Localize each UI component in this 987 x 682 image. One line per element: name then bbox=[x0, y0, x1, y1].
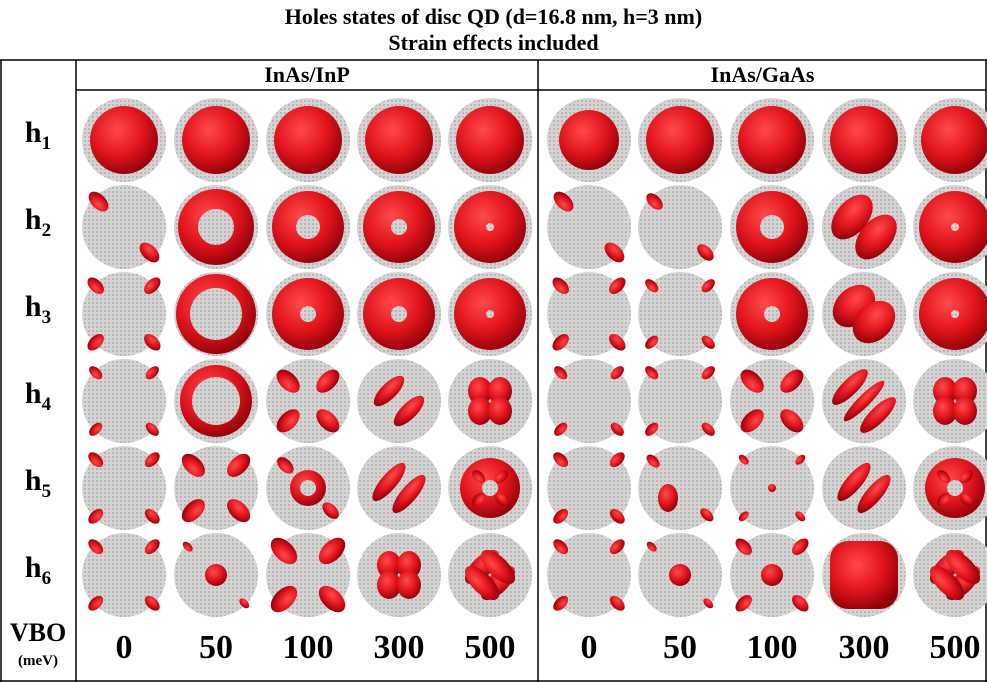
vbo-unit-label: (meV) bbox=[18, 653, 58, 669]
density-plot-cell bbox=[822, 359, 906, 443]
density-plot-cell bbox=[357, 185, 441, 269]
vbo-value: 300 bbox=[838, 629, 890, 666]
vbo-value: 0 bbox=[580, 629, 598, 666]
row-label-h1: h1 bbox=[24, 116, 52, 154]
vbo-value: 50 bbox=[663, 629, 697, 666]
density-plot-cell bbox=[357, 446, 441, 530]
density-plot-cell bbox=[547, 359, 631, 443]
density-plot-cell bbox=[638, 185, 722, 269]
density-plot-cell bbox=[266, 185, 350, 269]
density-plot-cell bbox=[730, 185, 814, 269]
density-plot-cell bbox=[730, 533, 814, 617]
density-plot-cell bbox=[913, 185, 987, 269]
density-plot-cell bbox=[266, 533, 350, 617]
density-plot-cell bbox=[638, 533, 722, 617]
figure-subtitle: Strain effects included bbox=[388, 30, 599, 55]
vbo-value: 100 bbox=[282, 629, 334, 666]
density-plot-cell bbox=[822, 98, 906, 182]
density-plot-cell bbox=[448, 185, 532, 269]
density-plot-cell bbox=[357, 533, 441, 617]
density-plot-cell bbox=[448, 446, 532, 530]
density-plot-cell bbox=[174, 359, 258, 443]
density-plot-cell bbox=[448, 359, 532, 443]
density-plot-cell bbox=[547, 533, 631, 617]
row-label-h6: h6 bbox=[24, 551, 52, 589]
density-plot-cell bbox=[547, 185, 631, 269]
group-header-inas-gaas: InAs/GaAs bbox=[710, 62, 815, 87]
row-label-h3: h3 bbox=[24, 290, 52, 328]
density-plot-cell bbox=[547, 98, 631, 182]
density-plot-cell bbox=[266, 272, 350, 356]
density-plot-cell bbox=[822, 272, 906, 356]
density-plot-cell bbox=[913, 533, 987, 617]
density-plot-cell bbox=[174, 272, 258, 356]
density-plot-cell bbox=[266, 98, 350, 182]
density-cells bbox=[82, 98, 987, 617]
figure-title: Holes states of disc QD (d=16.8 nm, h=3 … bbox=[284, 4, 703, 29]
density-plot-cell bbox=[82, 272, 166, 356]
density-plot-cell bbox=[822, 446, 906, 530]
row-label-h4: h4 bbox=[24, 377, 52, 415]
density-plot-cell bbox=[357, 272, 441, 356]
density-plot-cell bbox=[547, 446, 631, 530]
density-plot-cell bbox=[266, 359, 350, 443]
density-plot-cell bbox=[913, 98, 987, 182]
vbo-value: 300 bbox=[373, 629, 425, 666]
density-plot-cell bbox=[547, 272, 631, 356]
density-plot-cell bbox=[357, 359, 441, 443]
density-plot-cell bbox=[913, 359, 987, 443]
density-plot-cell bbox=[730, 446, 814, 530]
vbo-value: 0 bbox=[115, 629, 133, 666]
density-plot-cell bbox=[82, 98, 166, 182]
density-plot-cell bbox=[174, 446, 258, 530]
density-plot-cell bbox=[730, 359, 814, 443]
density-plot-cell bbox=[82, 185, 166, 269]
row-label-h2: h2 bbox=[24, 203, 52, 241]
density-plot-cell bbox=[822, 185, 906, 269]
density-plot-cell bbox=[174, 533, 258, 617]
density-plot-cell bbox=[638, 272, 722, 356]
density-plot-cell bbox=[913, 272, 987, 356]
density-plot-cell bbox=[638, 98, 722, 182]
density-plot-cell bbox=[82, 533, 166, 617]
vbo-value: 500 bbox=[464, 629, 516, 666]
density-plot-cell bbox=[822, 533, 906, 617]
density-plot-cell bbox=[638, 446, 722, 530]
vbo-value: 50 bbox=[199, 629, 233, 666]
density-plot-cell bbox=[82, 446, 166, 530]
density-plot-cell bbox=[174, 185, 258, 269]
density-plot-cell bbox=[82, 359, 166, 443]
group-header-inas-inp: InAs/InP bbox=[264, 62, 350, 87]
vbo-label: VBO bbox=[9, 618, 67, 647]
density-plot-cell bbox=[913, 446, 987, 530]
density-plot-cell bbox=[174, 98, 258, 182]
density-plot-cell bbox=[448, 98, 532, 182]
density-plot-cell bbox=[638, 359, 722, 443]
density-plot-cell bbox=[266, 446, 350, 530]
density-plot-cell bbox=[730, 98, 814, 182]
row-label-h5: h5 bbox=[24, 464, 52, 502]
density-plot-cell bbox=[730, 272, 814, 356]
density-plot-cell bbox=[357, 98, 441, 182]
vbo-value: 100 bbox=[746, 629, 798, 666]
vbo-value: 500 bbox=[929, 629, 981, 666]
density-plot-cell bbox=[448, 272, 532, 356]
density-plot-cell bbox=[448, 533, 532, 617]
